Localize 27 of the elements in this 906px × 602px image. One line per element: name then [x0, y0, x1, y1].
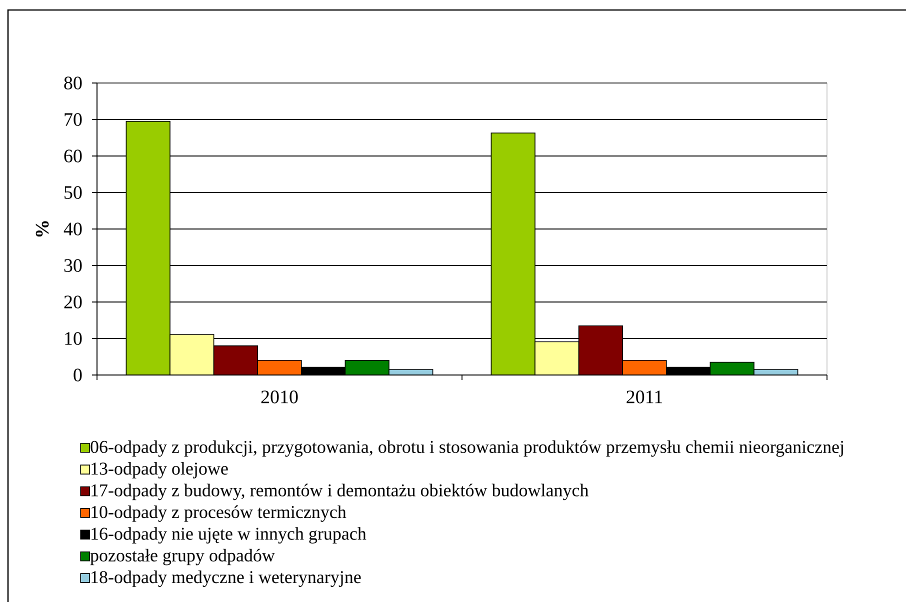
y-tick-label: 10 [65, 332, 82, 345]
legend-label: pozostałe grupy odpadów [90, 548, 275, 566]
bar [710, 362, 754, 375]
bar [170, 334, 214, 375]
legend-label: 16-odpady nie ujęte w innych grupach [92, 527, 366, 544]
legend-label: 18-odpady medyczne i weterynaryjne [92, 570, 361, 587]
y-tick-label: 20 [64, 296, 82, 308]
x-tick-label: 2010 [261, 390, 298, 404]
y-tick-label: 80 [64, 76, 82, 90]
y-tick-label: 30 [64, 259, 82, 272]
legend-label: 13-odpady olejowe [92, 462, 228, 478]
bar [534, 341, 580, 375]
x-tick-label: 2011 [626, 390, 662, 404]
y-tick-label: 50 [64, 186, 82, 199]
bar [344, 360, 390, 375]
bar [257, 360, 302, 375]
y-axis-title: % [36, 221, 49, 237]
legend-label: 17-odpady z budowy, remontów i demontażu obiektów budowlanych [92, 484, 589, 500]
bar [213, 345, 258, 375]
bar [622, 360, 667, 375]
bar [578, 325, 623, 375]
y-tick-label: 70 [64, 113, 82, 126]
y-tick-label: 40 [64, 222, 82, 236]
legend-label: 10-odpady z procesów termicznych [92, 505, 346, 522]
legend-label: 06-odpady z produkcji, przygotowania, obrotu i stosowania produktów przemysłu chemii nieorganicznej [90, 440, 843, 457]
y-tick-label: 60 [64, 150, 82, 162]
y-tick-label: 0 [74, 368, 82, 382]
